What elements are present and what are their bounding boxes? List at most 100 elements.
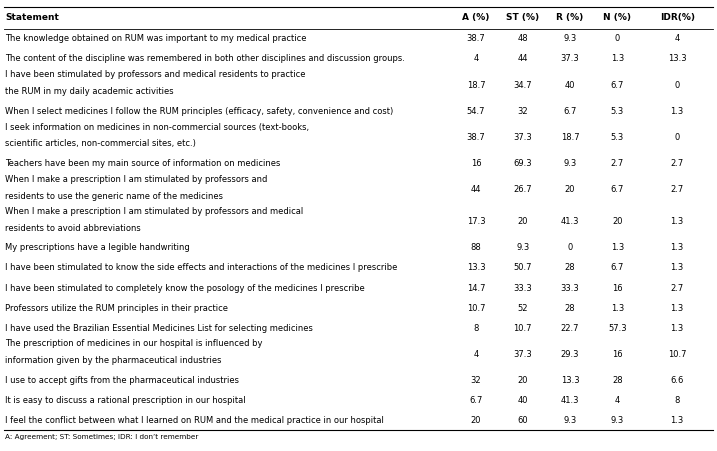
Text: I seek information on medicines in non-commercial sources (text-books,: I seek information on medicines in non-c…	[5, 123, 309, 132]
Text: My prescriptions have a legible handwriting: My prescriptions have a legible handwrit…	[5, 244, 190, 253]
Text: 1.3: 1.3	[670, 217, 684, 226]
Text: 37.3: 37.3	[513, 350, 532, 359]
Text: 0: 0	[567, 244, 573, 253]
Text: 6.7: 6.7	[611, 263, 624, 272]
Text: 14.7: 14.7	[467, 284, 485, 293]
Text: 40: 40	[565, 81, 575, 90]
Text: 28: 28	[565, 263, 575, 272]
Text: 41.3: 41.3	[561, 396, 579, 405]
Text: 32: 32	[518, 107, 528, 116]
Text: 6.7: 6.7	[470, 396, 483, 405]
Text: 16: 16	[612, 350, 622, 359]
Text: 29.3: 29.3	[561, 350, 579, 359]
Text: 37.3: 37.3	[513, 133, 532, 142]
Text: I have been stimulated by professors and medical residents to practice: I have been stimulated by professors and…	[5, 70, 305, 79]
Text: 38.7: 38.7	[467, 34, 485, 43]
Text: The content of the discipline was remembered in both other disciplines and discu: The content of the discipline was rememb…	[5, 55, 405, 64]
Text: 1.3: 1.3	[611, 304, 624, 313]
Text: 20: 20	[518, 217, 528, 226]
Text: 44: 44	[471, 185, 481, 194]
Text: R (%): R (%)	[556, 14, 584, 22]
Text: 6.7: 6.7	[611, 81, 624, 90]
Text: It is easy to discuss a rational prescription in our hospital: It is easy to discuss a rational prescri…	[5, 396, 246, 405]
Text: 18.7: 18.7	[467, 81, 485, 90]
Text: 2.7: 2.7	[670, 185, 684, 194]
Text: Professors utilize the RUM principles in their practice: Professors utilize the RUM principles in…	[5, 304, 228, 313]
Text: 20: 20	[612, 217, 622, 226]
Text: 16: 16	[612, 284, 622, 293]
Text: 57.3: 57.3	[608, 323, 627, 332]
Text: 0: 0	[614, 34, 620, 43]
Text: 32: 32	[471, 376, 481, 385]
Text: 44: 44	[518, 55, 528, 64]
Text: The prescription of medicines in our hospital is influenced by: The prescription of medicines in our hos…	[5, 340, 262, 348]
Text: 1.3: 1.3	[611, 55, 624, 64]
Text: 0: 0	[675, 133, 680, 142]
Text: A: Agreement; ST: Sometimes; IDR: I don’t remember: A: Agreement; ST: Sometimes; IDR: I don’…	[5, 434, 199, 440]
Text: 34.7: 34.7	[513, 81, 532, 90]
Text: the RUM in my daily academic activities: the RUM in my daily academic activities	[5, 87, 174, 96]
Text: I use to accept gifts from the pharmaceutical industries: I use to accept gifts from the pharmaceu…	[5, 376, 239, 385]
Text: The knowledge obtained on RUM was important to my medical practice: The knowledge obtained on RUM was import…	[5, 34, 307, 43]
Text: 16: 16	[471, 159, 481, 168]
Text: 1.3: 1.3	[670, 107, 684, 116]
Text: I have been stimulated to know the side effects and interactions of the medicine: I have been stimulated to know the side …	[5, 263, 397, 272]
Text: 9.3: 9.3	[564, 34, 576, 43]
Text: 9.3: 9.3	[564, 416, 576, 425]
Text: IDR(%): IDR(%)	[660, 14, 695, 22]
Text: When I select medicines I follow the RUM principles (efficacy, safety, convenien: When I select medicines I follow the RUM…	[5, 107, 393, 116]
Text: 48: 48	[518, 34, 528, 43]
Text: 2.7: 2.7	[670, 284, 684, 293]
Text: 22.7: 22.7	[561, 323, 579, 332]
Text: 1.3: 1.3	[670, 323, 684, 332]
Text: 50.7: 50.7	[513, 263, 532, 272]
Text: information given by the pharmaceutical industries: information given by the pharmaceutical …	[5, 356, 222, 365]
Text: 2.7: 2.7	[670, 159, 684, 168]
Text: 10.7: 10.7	[668, 350, 686, 359]
Text: 20: 20	[518, 376, 528, 385]
Text: 6.7: 6.7	[611, 185, 624, 194]
Text: 6.6: 6.6	[670, 376, 684, 385]
Text: 13.3: 13.3	[467, 263, 485, 272]
Text: 60: 60	[518, 416, 528, 425]
Text: 5.3: 5.3	[611, 107, 624, 116]
Text: 54.7: 54.7	[467, 107, 485, 116]
Text: 33.3: 33.3	[513, 284, 532, 293]
Text: N (%): N (%)	[603, 14, 632, 22]
Text: 4: 4	[675, 34, 680, 43]
Text: 20: 20	[565, 185, 575, 194]
Text: 1.3: 1.3	[670, 304, 684, 313]
Text: 8: 8	[675, 396, 680, 405]
Text: A (%): A (%)	[462, 14, 490, 22]
Text: 9.3: 9.3	[611, 416, 624, 425]
Text: 28: 28	[565, 304, 575, 313]
Text: 88: 88	[471, 244, 481, 253]
Text: 37.3: 37.3	[561, 55, 579, 64]
Text: 4: 4	[473, 350, 479, 359]
Text: 9.3: 9.3	[564, 159, 576, 168]
Text: scientific articles, non-commercial sites, etc.): scientific articles, non-commercial site…	[5, 139, 196, 148]
Text: 4: 4	[614, 396, 620, 405]
Text: 10.7: 10.7	[467, 304, 485, 313]
Text: 41.3: 41.3	[561, 217, 579, 226]
Text: 13.3: 13.3	[668, 55, 686, 64]
Text: 26.7: 26.7	[513, 185, 532, 194]
Text: When I make a prescription I am stimulated by professors and: When I make a prescription I am stimulat…	[5, 175, 267, 184]
Text: 6.7: 6.7	[564, 107, 576, 116]
Text: Teachers have been my main source of information on medicines: Teachers have been my main source of inf…	[5, 159, 280, 168]
Text: 1.3: 1.3	[670, 263, 684, 272]
Text: 10.7: 10.7	[513, 323, 532, 332]
Text: When I make a prescription I am stimulated by professors and medical: When I make a prescription I am stimulat…	[5, 207, 303, 216]
Text: 28: 28	[612, 376, 622, 385]
Text: ST (%): ST (%)	[506, 14, 539, 22]
Text: 40: 40	[518, 396, 528, 405]
Text: 1.3: 1.3	[670, 244, 684, 253]
Text: 38.7: 38.7	[467, 133, 485, 142]
Text: 20: 20	[471, 416, 481, 425]
Text: 52: 52	[518, 304, 528, 313]
Text: 17.3: 17.3	[467, 217, 485, 226]
Text: 1.3: 1.3	[611, 244, 624, 253]
Text: I have been stimulated to completely know the posology of the medicines I prescr: I have been stimulated to completely kno…	[5, 284, 365, 293]
Text: 18.7: 18.7	[561, 133, 579, 142]
Text: 69.3: 69.3	[513, 159, 532, 168]
